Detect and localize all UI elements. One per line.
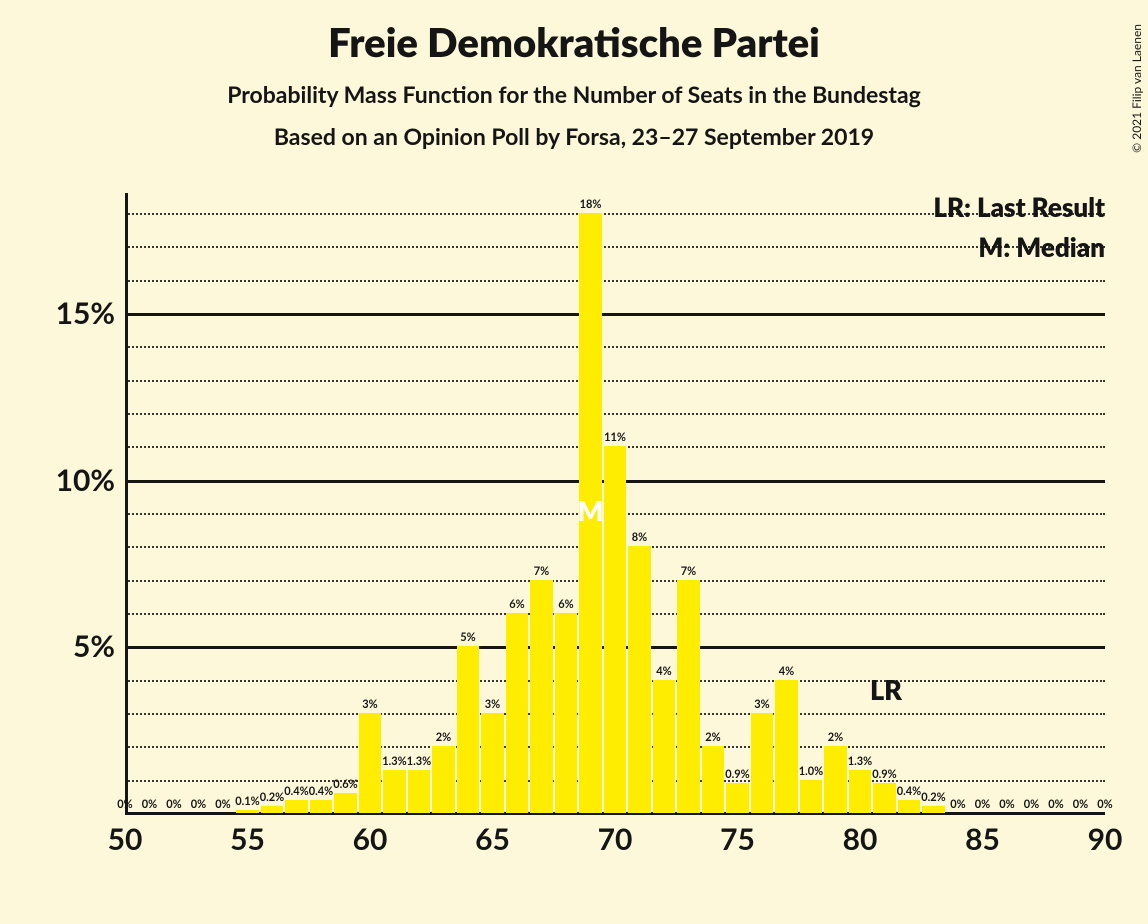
gridline-minor: [125, 413, 1105, 415]
gridline-minor: [125, 213, 1105, 215]
y-tick-label: 10%: [0, 462, 115, 498]
gridline-minor: [125, 380, 1105, 382]
bar-value-label: 0.9%: [872, 768, 896, 781]
x-tick-label: 75: [720, 821, 755, 857]
y-axis: [125, 193, 128, 813]
x-tick-label: 70: [598, 821, 633, 857]
bar-value-label: 0%: [166, 798, 181, 811]
bar: [555, 613, 577, 813]
bar-value-label: 2%: [436, 731, 451, 744]
bar: [800, 780, 822, 813]
last-result-marker: LR: [870, 673, 902, 706]
bar-value-label: 0.4%: [309, 785, 333, 798]
bar-value-label: 0%: [1048, 798, 1063, 811]
x-tick-label: 50: [108, 821, 143, 857]
bar-value-label: 0%: [950, 798, 965, 811]
bar-value-label: 1.0%: [799, 765, 823, 778]
bar: [873, 783, 895, 813]
bar: [310, 800, 332, 813]
bar-value-label: 0%: [1024, 798, 1039, 811]
bar-value-label: 0.6%: [333, 778, 357, 791]
bar-value-label: 0.1%: [235, 795, 259, 808]
x-tick-label: 85: [965, 821, 1000, 857]
bar: [653, 680, 675, 813]
bar: [408, 770, 430, 813]
bar: [677, 580, 699, 813]
bar-value-label: 6%: [558, 598, 573, 611]
bar-value-label: 3%: [485, 698, 500, 711]
bar-value-label: 4%: [656, 665, 671, 678]
bar-value-label: 0.4%: [897, 785, 921, 798]
gridline-major: [125, 313, 1105, 316]
bar: [824, 746, 846, 813]
y-tick-label: 5%: [0, 628, 115, 664]
bar-value-label: 11%: [604, 431, 626, 444]
x-tick-label: 55: [230, 821, 265, 857]
bar: [898, 800, 920, 813]
x-tick-label: 60: [353, 821, 388, 857]
bar-value-label: 1.3%: [382, 755, 406, 768]
legend-last-result: LR: Last Result: [933, 191, 1105, 223]
bar: [702, 746, 724, 813]
y-tick-label: 15%: [0, 295, 115, 331]
bar-value-label: 0%: [1097, 798, 1112, 811]
bar-value-label: 3%: [362, 698, 377, 711]
plot-area: LR: Last Result M: Median 5%10%15%505560…: [125, 193, 1105, 813]
bar-value-label: 6%: [509, 598, 524, 611]
bar-value-label: 0%: [191, 798, 206, 811]
bar-value-label: 0.9%: [725, 768, 749, 781]
x-tick-label: 90: [1088, 821, 1123, 857]
x-tick-label: 65: [475, 821, 510, 857]
bar-value-label: 7%: [534, 565, 549, 578]
bar-value-label: 8%: [632, 531, 647, 544]
bar-value-label: 2%: [828, 731, 843, 744]
bar-value-label: 1.3%: [407, 755, 431, 768]
bar: [849, 770, 871, 813]
bar-value-label: 0%: [215, 798, 230, 811]
copyright-text: © 2021 Filip van Laenen: [1129, 24, 1144, 153]
bar-value-label: 0.4%: [284, 785, 308, 798]
bar: [922, 806, 944, 813]
chart-title: Freie Demokratische Partei: [0, 18, 1148, 66]
bar-value-label: 18%: [580, 198, 602, 211]
x-tick-label: 80: [843, 821, 878, 857]
bar-value-label: 0%: [117, 798, 132, 811]
bar: [506, 613, 528, 813]
gridline-minor: [125, 346, 1105, 348]
bar: [359, 713, 381, 813]
chart-subtitle-1: Probability Mass Function for the Number…: [0, 80, 1148, 108]
bar: [236, 810, 258, 813]
bar-value-label: 0%: [1073, 798, 1088, 811]
bar-value-label: 1.3%: [848, 755, 872, 768]
bar-value-label: 0%: [975, 798, 990, 811]
gridline-minor: [125, 246, 1105, 248]
bar: [481, 713, 503, 813]
bar: [383, 770, 405, 813]
bar: [628, 546, 650, 813]
median-marker: M: [578, 494, 604, 527]
bar-value-label: 0%: [999, 798, 1014, 811]
bar-value-label: 2%: [705, 731, 720, 744]
bar: [457, 646, 479, 813]
gridline-minor: [125, 280, 1105, 282]
bar: [334, 793, 356, 813]
bar: [285, 800, 307, 813]
bar: [261, 806, 283, 813]
bar: [726, 783, 748, 813]
bar: [775, 680, 797, 813]
bar: [530, 580, 552, 813]
bar: [751, 713, 773, 813]
chart-subtitle-2: Based on an Opinion Poll by Forsa, 23–27…: [0, 122, 1148, 150]
bar-value-label: 0.2%: [921, 791, 945, 804]
bar-value-label: 0%: [142, 798, 157, 811]
bar: [432, 746, 454, 813]
bar: [604, 446, 626, 813]
bar-value-label: 5%: [460, 631, 475, 644]
bar-value-label: 3%: [754, 698, 769, 711]
bar-value-label: 0.2%: [260, 791, 284, 804]
bar-value-label: 4%: [779, 665, 794, 678]
bar-value-label: 7%: [681, 565, 696, 578]
